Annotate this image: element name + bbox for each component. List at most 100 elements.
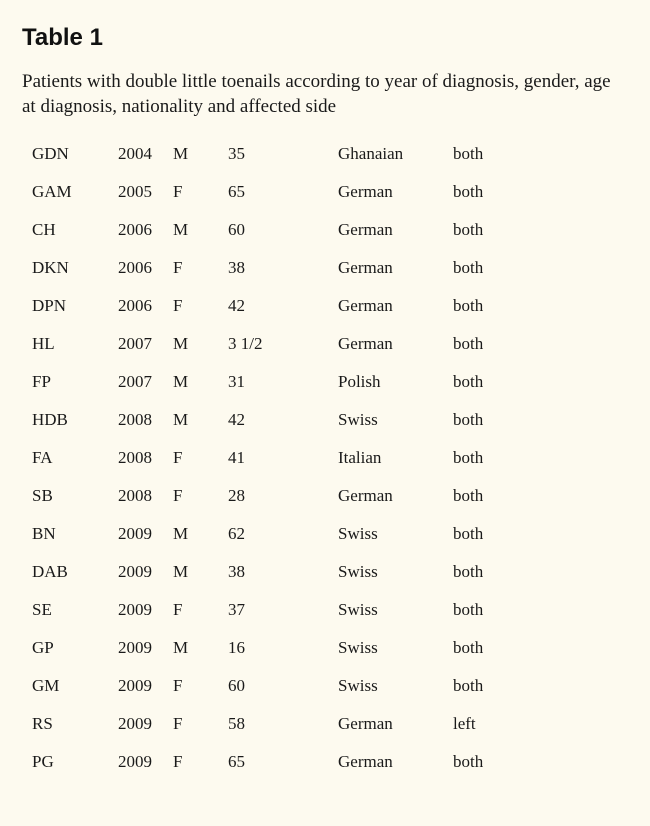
- cell-age: 35: [222, 135, 332, 173]
- cell-initials: GDN: [22, 135, 112, 173]
- cell-nationality: German: [332, 477, 447, 515]
- cell-nationality: Polish: [332, 363, 447, 401]
- cell-initials: CH: [22, 211, 112, 249]
- table-row: SE2009F37Swissboth: [22, 591, 628, 629]
- cell-initials: BN: [22, 515, 112, 553]
- table-row: GDN2004M35Ghanaianboth: [22, 135, 628, 173]
- cell-age: 16: [222, 629, 332, 667]
- cell-initials: GP: [22, 629, 112, 667]
- cell-gender: M: [167, 363, 222, 401]
- cell-gender: F: [167, 287, 222, 325]
- cell-year: 2005: [112, 173, 167, 211]
- cell-side: both: [447, 173, 628, 211]
- cell-side: both: [447, 325, 628, 363]
- cell-year: 2009: [112, 743, 167, 781]
- table-row: RS2009F58Germanleft: [22, 705, 628, 743]
- cell-gender: M: [167, 325, 222, 363]
- cell-initials: DKN: [22, 249, 112, 287]
- cell-year: 2009: [112, 515, 167, 553]
- patients-table: GDN2004M35GhanaianbothGAM2005F65Germanbo…: [22, 135, 628, 781]
- cell-side: both: [447, 439, 628, 477]
- cell-year: 2006: [112, 249, 167, 287]
- cell-age: 3 1/2: [222, 325, 332, 363]
- cell-side: both: [447, 743, 628, 781]
- cell-nationality: Swiss: [332, 667, 447, 705]
- cell-year: 2009: [112, 667, 167, 705]
- cell-side: both: [447, 553, 628, 591]
- table-row: PG2009F65Germanboth: [22, 743, 628, 781]
- cell-nationality: Swiss: [332, 401, 447, 439]
- cell-gender: F: [167, 705, 222, 743]
- cell-gender: F: [167, 591, 222, 629]
- cell-nationality: German: [332, 249, 447, 287]
- cell-initials: FA: [22, 439, 112, 477]
- cell-age: 60: [222, 667, 332, 705]
- table-title: Table 1: [22, 24, 628, 52]
- cell-side: both: [447, 667, 628, 705]
- cell-nationality: Swiss: [332, 591, 447, 629]
- cell-year: 2008: [112, 477, 167, 515]
- table-row: GP2009M16Swissboth: [22, 629, 628, 667]
- cell-side: both: [447, 515, 628, 553]
- cell-initials: GM: [22, 667, 112, 705]
- cell-year: 2006: [112, 287, 167, 325]
- cell-initials: HL: [22, 325, 112, 363]
- cell-year: 2006: [112, 211, 167, 249]
- cell-gender: M: [167, 401, 222, 439]
- table-row: FA2008F41Italianboth: [22, 439, 628, 477]
- cell-initials: DPN: [22, 287, 112, 325]
- cell-side: both: [447, 401, 628, 439]
- table-row: GAM2005F65Germanboth: [22, 173, 628, 211]
- table-row: HDB2008M42Swissboth: [22, 401, 628, 439]
- cell-age: 38: [222, 553, 332, 591]
- table-row: FP2007M31Polishboth: [22, 363, 628, 401]
- cell-age: 60: [222, 211, 332, 249]
- cell-year: 2009: [112, 705, 167, 743]
- cell-nationality: German: [332, 211, 447, 249]
- cell-gender: F: [167, 743, 222, 781]
- cell-initials: SE: [22, 591, 112, 629]
- table-row: DKN2006F38Germanboth: [22, 249, 628, 287]
- cell-gender: F: [167, 173, 222, 211]
- table-caption: Patients with double little toenails acc…: [22, 70, 628, 119]
- cell-age: 62: [222, 515, 332, 553]
- cell-year: 2009: [112, 629, 167, 667]
- cell-gender: M: [167, 135, 222, 173]
- cell-gender: F: [167, 439, 222, 477]
- cell-age: 38: [222, 249, 332, 287]
- cell-side: both: [447, 249, 628, 287]
- cell-age: 42: [222, 401, 332, 439]
- cell-year: 2009: [112, 591, 167, 629]
- cell-age: 58: [222, 705, 332, 743]
- cell-side: both: [447, 211, 628, 249]
- cell-nationality: Ghanaian: [332, 135, 447, 173]
- cell-side: both: [447, 477, 628, 515]
- cell-side: both: [447, 629, 628, 667]
- cell-year: 2007: [112, 363, 167, 401]
- table-row: HL2007M3 1/2Germanboth: [22, 325, 628, 363]
- cell-initials: RS: [22, 705, 112, 743]
- table-row: DPN2006F42Germanboth: [22, 287, 628, 325]
- cell-nationality: German: [332, 743, 447, 781]
- table-row: SB2008F28Germanboth: [22, 477, 628, 515]
- cell-gender: M: [167, 515, 222, 553]
- cell-nationality: Swiss: [332, 629, 447, 667]
- cell-year: 2009: [112, 553, 167, 591]
- cell-side: both: [447, 591, 628, 629]
- table-row: BN2009M62Swissboth: [22, 515, 628, 553]
- table-row: CH2006M60Germanboth: [22, 211, 628, 249]
- cell-initials: GAM: [22, 173, 112, 211]
- cell-side: both: [447, 287, 628, 325]
- cell-initials: DAB: [22, 553, 112, 591]
- table-row: GM2009F60Swissboth: [22, 667, 628, 705]
- cell-side: left: [447, 705, 628, 743]
- cell-age: 65: [222, 743, 332, 781]
- cell-gender: M: [167, 553, 222, 591]
- cell-year: 2004: [112, 135, 167, 173]
- cell-nationality: German: [332, 173, 447, 211]
- cell-initials: PG: [22, 743, 112, 781]
- cell-year: 2007: [112, 325, 167, 363]
- cell-year: 2008: [112, 401, 167, 439]
- cell-initials: HDB: [22, 401, 112, 439]
- cell-age: 41: [222, 439, 332, 477]
